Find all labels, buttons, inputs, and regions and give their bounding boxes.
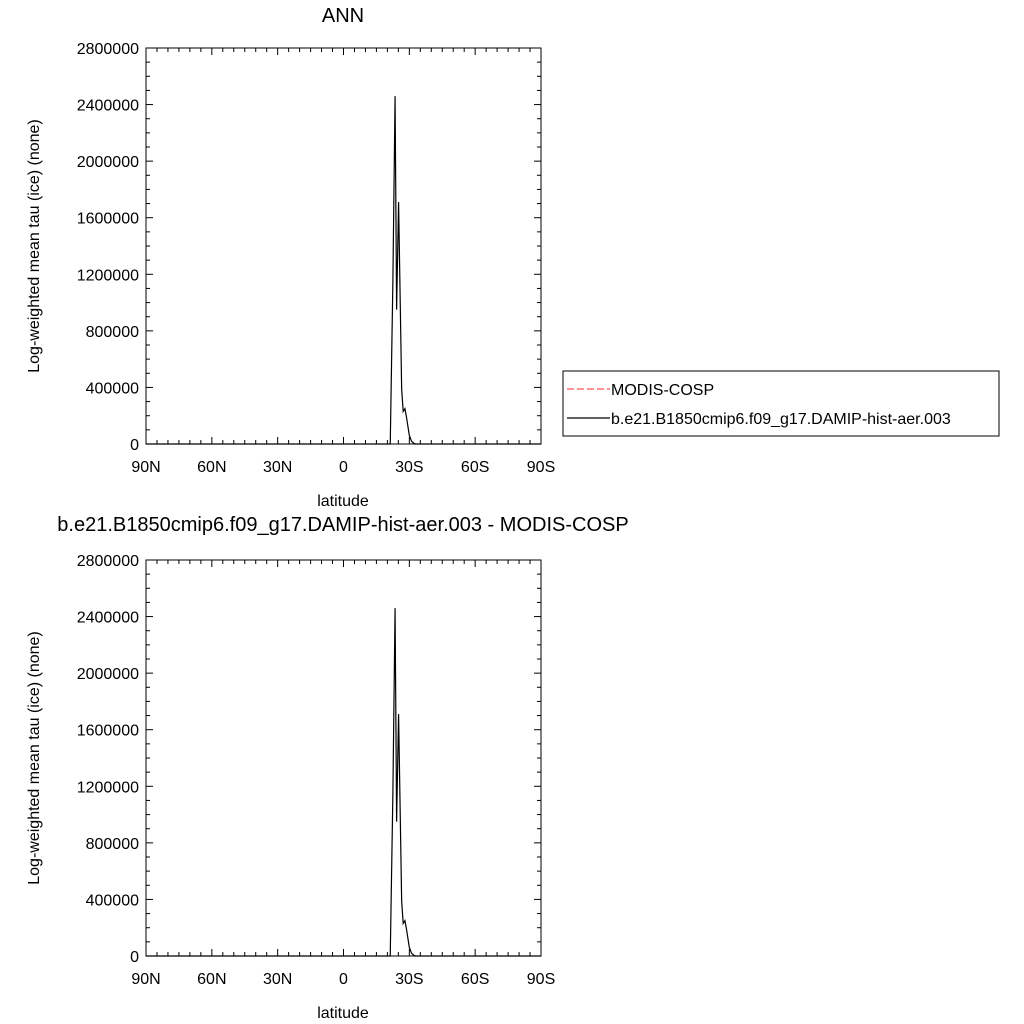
legend-box xyxy=(562,370,1000,437)
chart-title: ANN xyxy=(322,5,364,27)
plot-frame xyxy=(145,559,542,957)
chart-panel-annual: ANN Log-weighted mean tau (ice) (none) l… xyxy=(26,5,1000,510)
x-tick-label: 60S xyxy=(461,971,489,988)
y-axis-label: Log-weighted mean tau (ice) (none) xyxy=(26,119,43,372)
y-tick-label: 2800000 xyxy=(77,41,139,58)
x-tick-label: 60N xyxy=(197,971,226,988)
legend-label: b.e21.B1850cmip6.f09_g17.DAMIP-hist-aer.… xyxy=(611,411,951,428)
x-tick-label: 0 xyxy=(339,459,348,476)
chart-panel-difference: b.e21.B1850cmip6.f09_g17.DAMIP-hist-aer.… xyxy=(26,514,629,1022)
x-tick-label: 90N xyxy=(131,459,160,476)
legend-label: MODIS-COSP xyxy=(611,382,714,399)
y-tick-label: 1600000 xyxy=(77,723,139,740)
y-tick-label: 400000 xyxy=(86,380,139,397)
x-tick-label: 30S xyxy=(395,459,423,476)
plot-frame xyxy=(145,47,542,445)
chart-title: b.e21.B1850cmip6.f09_g17.DAMIP-hist-aer.… xyxy=(57,514,628,536)
x-tick-label: 30N xyxy=(263,971,292,988)
x-tick-label: 90S xyxy=(527,459,555,476)
y-tick-label: 0 xyxy=(130,437,139,454)
y-tick-label: 2400000 xyxy=(77,610,139,627)
y-tick-label: 2800000 xyxy=(77,553,139,570)
series-line xyxy=(146,608,541,957)
y-tick-label: 2000000 xyxy=(77,154,139,171)
y-axis-label: Log-weighted mean tau (ice) (none) xyxy=(26,631,43,884)
x-tick-label: 60N xyxy=(197,459,226,476)
x-tick-label: 0 xyxy=(339,971,348,988)
y-tick-label: 2000000 xyxy=(77,666,139,683)
y-tick-label: 1200000 xyxy=(77,267,139,284)
x-tick-label: 30N xyxy=(263,459,292,476)
x-axis-label: latitude xyxy=(317,1005,369,1022)
series-line xyxy=(146,96,541,445)
y-tick-label: 1600000 xyxy=(77,211,139,228)
y-tick-label: 400000 xyxy=(86,892,139,909)
y-tick-label: 800000 xyxy=(86,324,139,341)
x-tick-label: 30S xyxy=(395,971,423,988)
x-tick-label: 90N xyxy=(131,971,160,988)
y-tick-label: 2400000 xyxy=(77,98,139,115)
x-tick-label: 90S xyxy=(527,971,555,988)
x-tick-label: 60S xyxy=(461,459,489,476)
y-tick-label: 0 xyxy=(130,949,139,966)
y-tick-label: 1200000 xyxy=(77,779,139,796)
y-tick-label: 800000 xyxy=(86,836,139,853)
x-axis-label: latitude xyxy=(317,493,369,510)
